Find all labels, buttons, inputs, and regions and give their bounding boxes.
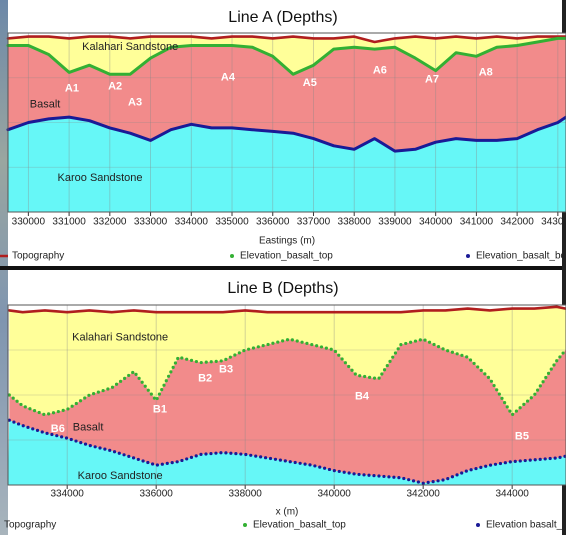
legend-label: Elevation_basalt_top bbox=[253, 520, 346, 531]
legend-marker bbox=[466, 254, 470, 258]
series-line bbox=[6, 36, 566, 76]
legend-marker bbox=[243, 523, 247, 527]
series-line bbox=[8, 305, 566, 314]
annotation: B4 bbox=[355, 391, 370, 403]
layer-label: Basalt bbox=[30, 99, 61, 111]
layer-label: Karoo Sandstone bbox=[58, 172, 143, 184]
series-line bbox=[6, 115, 566, 153]
annotation: A2 bbox=[108, 81, 122, 93]
x-tick-label: 333000 bbox=[134, 217, 168, 228]
x-tick-label: 336000 bbox=[256, 217, 290, 228]
x-tick-label: 331000 bbox=[52, 217, 86, 228]
annotation: B1 bbox=[153, 403, 167, 415]
layer-fill bbox=[8, 420, 566, 485]
legend-label: Elevation basalt_bottom bbox=[486, 520, 566, 531]
layer-label: Kalahari Sandstone bbox=[72, 331, 168, 343]
x-tick-label: 337000 bbox=[297, 217, 331, 228]
x-tick-label: 341000 bbox=[460, 217, 494, 228]
legend-label: Topography bbox=[12, 251, 64, 262]
x-tick-label: 342000 bbox=[500, 217, 534, 228]
layer-label: Basalt bbox=[73, 421, 104, 433]
annotation: A8 bbox=[479, 66, 493, 78]
layer-label: Kalahari Sandstone bbox=[82, 41, 178, 53]
x-tick-label: 336000 bbox=[139, 489, 173, 500]
annotation: A1 bbox=[65, 82, 79, 94]
x-tick-label: 338000 bbox=[228, 489, 262, 500]
annotation: A7 bbox=[425, 73, 439, 85]
x-tick-label: 338000 bbox=[338, 217, 372, 228]
x-axis-label: Eastings (m) bbox=[259, 236, 315, 247]
annotation: A5 bbox=[303, 77, 317, 89]
annotation: B3 bbox=[219, 364, 233, 376]
annotation: B6 bbox=[51, 423, 65, 435]
x-axis-label: x (m) bbox=[276, 507, 299, 518]
chart-title: Line B (Depths) bbox=[227, 280, 338, 297]
plot-frame bbox=[7, 32, 566, 213]
layer-label: Karoo Sandstone bbox=[78, 470, 163, 482]
annotation: B5 bbox=[515, 430, 529, 442]
legend-marker bbox=[476, 523, 480, 527]
legend-label: Elevation_basalt_top bbox=[240, 251, 333, 262]
panel-separator bbox=[0, 266, 566, 270]
series-line bbox=[7, 418, 566, 485]
x-tick-label: 340000 bbox=[419, 217, 453, 228]
right-border bbox=[562, 0, 566, 535]
legend-label: Topography bbox=[4, 520, 56, 531]
chart-title: Line A (Depths) bbox=[228, 9, 337, 26]
x-tick-label: 334000 bbox=[175, 217, 209, 228]
x-tick-label: 332000 bbox=[93, 217, 127, 228]
plot-frame bbox=[7, 304, 566, 486]
x-tick-label: 334000 bbox=[50, 489, 84, 500]
x-tick-label: 339000 bbox=[378, 217, 412, 228]
legend-marker bbox=[230, 254, 234, 258]
series-line bbox=[6, 35, 566, 44]
annotation: A4 bbox=[221, 72, 236, 84]
legend-label: Elevation_basalt_bottom bbox=[476, 251, 566, 262]
layer-fill bbox=[9, 339, 566, 484]
layer-fill bbox=[9, 306, 566, 415]
x-tick-label: 342000 bbox=[406, 489, 440, 500]
annotation: A3 bbox=[128, 97, 142, 109]
annotation: A6 bbox=[373, 64, 387, 76]
x-tick-label: 335000 bbox=[215, 217, 249, 228]
annotation: B2 bbox=[198, 373, 212, 385]
x-tick-label: 343000 bbox=[541, 217, 566, 228]
x-tick-label: 340000 bbox=[317, 489, 351, 500]
x-tick-label: 344000 bbox=[495, 489, 529, 500]
x-tick-label: 330000 bbox=[12, 217, 46, 228]
